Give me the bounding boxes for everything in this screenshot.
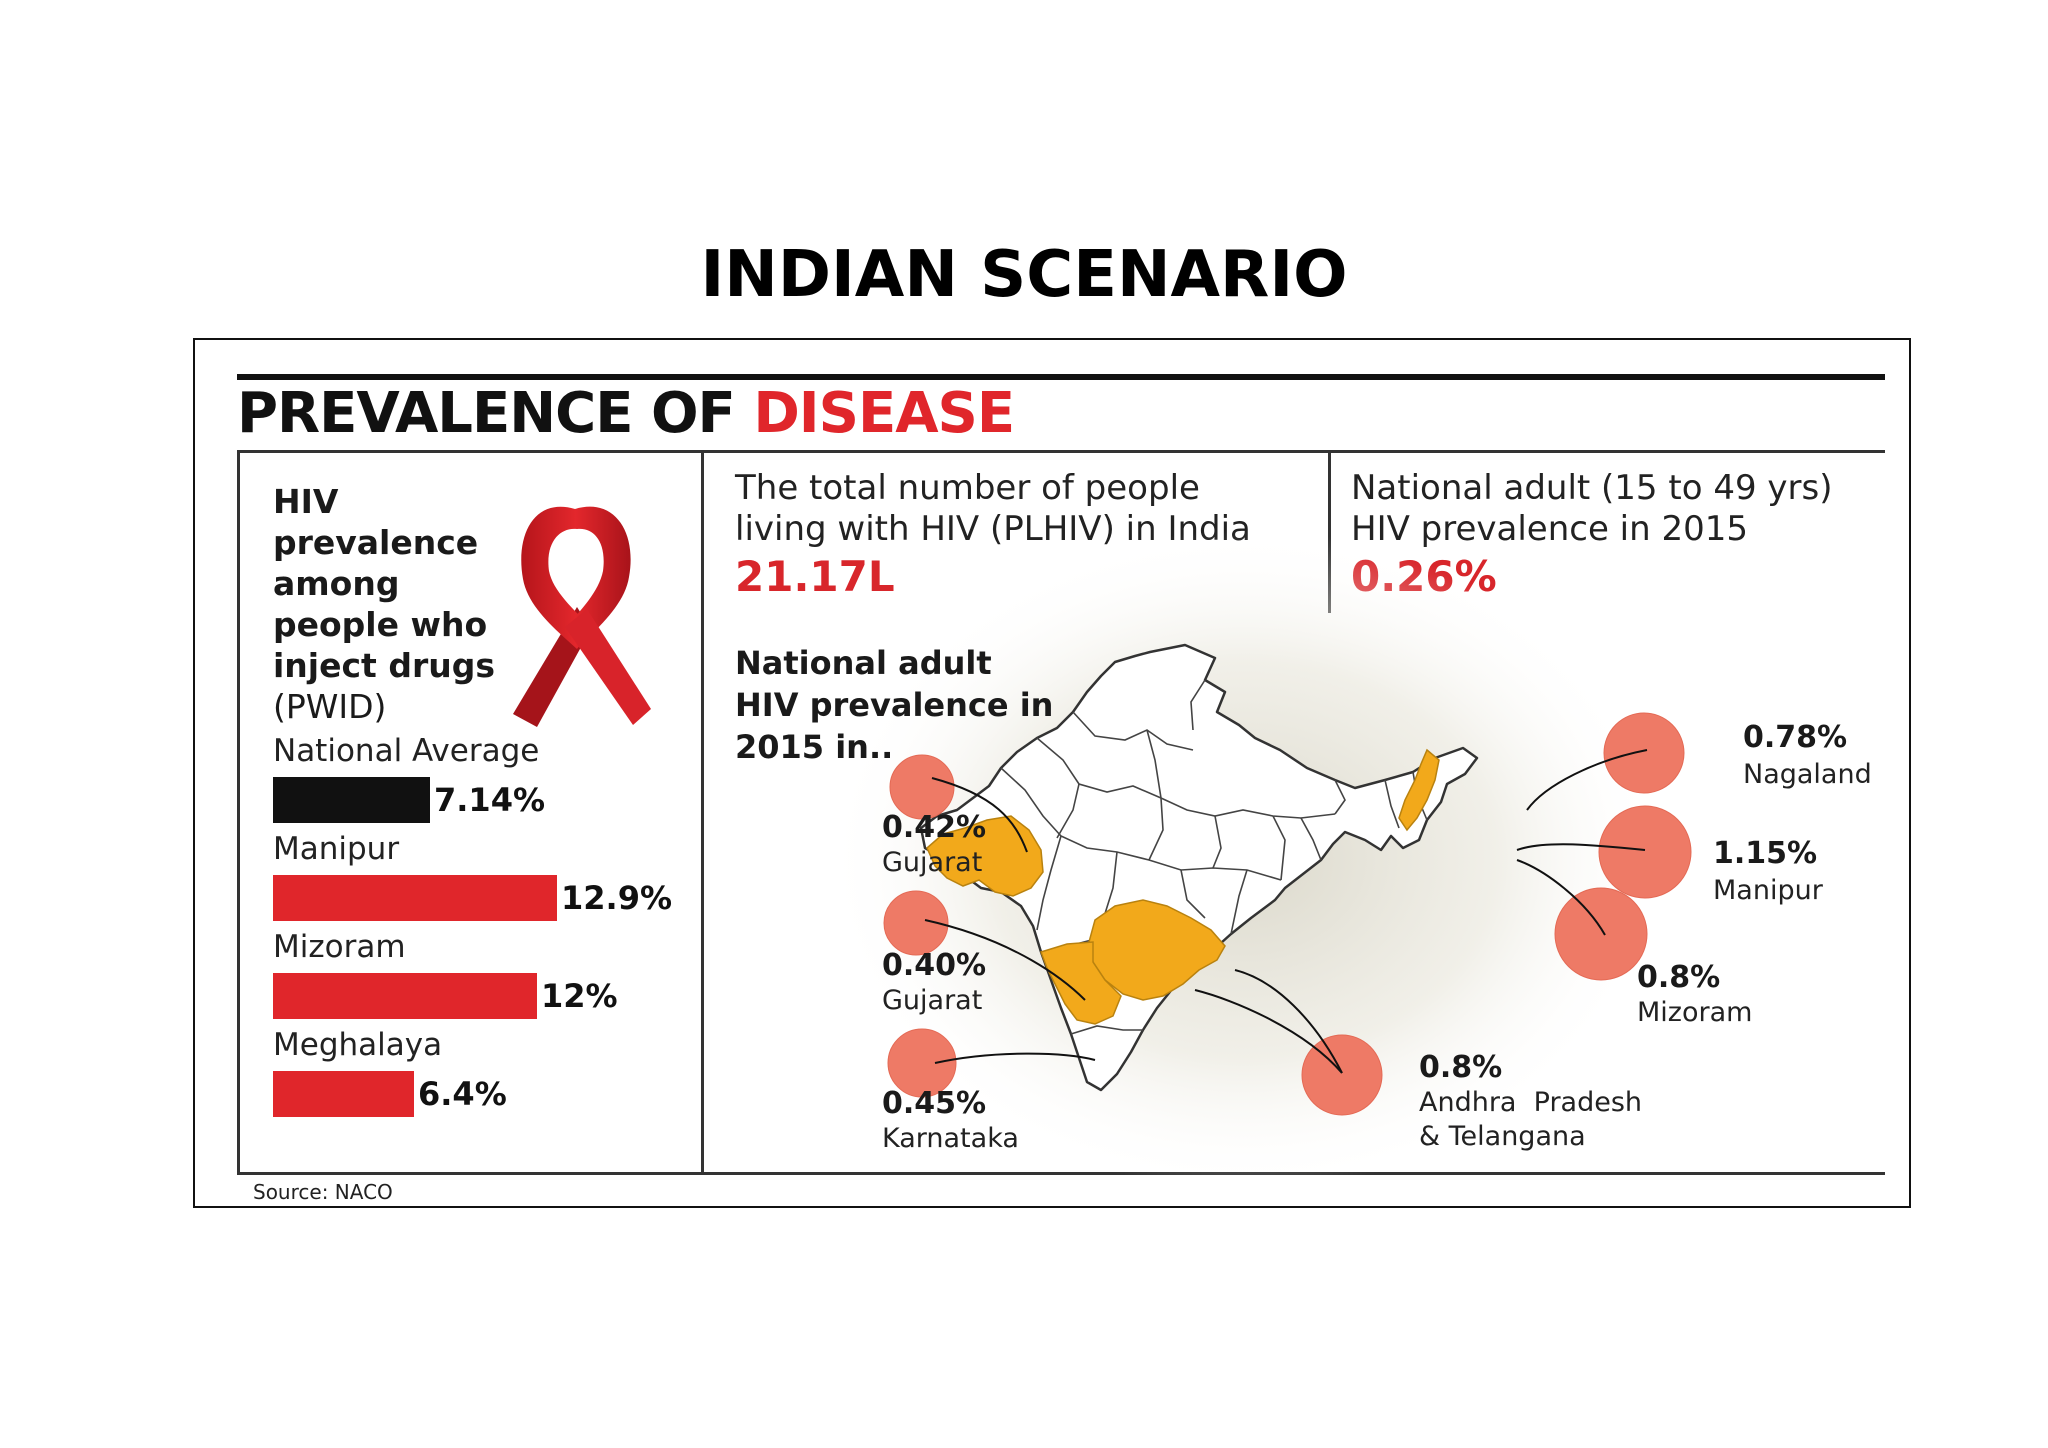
callout-name-line: & Telangana [1419, 1121, 1586, 1152]
infographic-frame: PREVALENCE OF DISEASE HIV prevalence amo… [193, 338, 1911, 1208]
headline-red: DISEASE [753, 381, 1015, 446]
callout-name-line: Andhra Pradesh [1419, 1087, 1643, 1118]
map-heading-line: 2015 in.. [735, 728, 894, 766]
bubble-nagaland [1603, 712, 1685, 794]
callout-value: 0.40% [882, 948, 987, 983]
bubble-gujarat-2 [883, 890, 949, 956]
karnataka-highlight [1040, 941, 1122, 1025]
middle-divider [701, 453, 704, 1172]
bar-label: Manipur [273, 831, 400, 867]
callout-value: 0.8% [1637, 960, 1721, 995]
callout-value: 0.8% [1419, 1050, 1503, 1085]
bottom-rule [237, 1172, 1885, 1175]
infographic-headline: PREVALENCE OF DISEASE [237, 386, 1015, 442]
pwid-title-line: people who [273, 605, 488, 644]
map-heading-line: National adult [735, 644, 992, 682]
map-heading-line: HIV prevalence in [735, 686, 1054, 724]
pwid-title: HIV prevalence among people who inject d… [273, 481, 495, 727]
callout-name: Mizoram [1637, 997, 1753, 1028]
slide-title: INDIAN SCENARIO [700, 238, 1348, 312]
bar-value: 7.14% [434, 781, 546, 819]
gujarat-highlight [926, 815, 1044, 897]
callout-name: Nagaland [1743, 759, 1872, 790]
callout-name: Gujarat [882, 985, 983, 1016]
bar-label: Mizoram [273, 929, 406, 965]
bar-manipur [273, 875, 557, 921]
pwid-title-line: among [273, 564, 400, 603]
left-divider [237, 453, 240, 1172]
bubble-andhra-telangana [1301, 1034, 1383, 1116]
national-adult-text: National adult (15 to 49 yrs) HIV preval… [1351, 468, 1832, 550]
pwid-subtitle: (PWID) [273, 687, 387, 726]
callout-name: Gujarat [882, 847, 983, 878]
callout-value: 0.78% [1743, 720, 1848, 755]
northeast-highlight [1398, 748, 1440, 832]
headline-black: PREVALENCE OF [237, 381, 736, 446]
pwid-title-line: inject drugs [273, 646, 495, 685]
callout-name: Karnataka [882, 1123, 1019, 1154]
national-adult-text-line: National adult (15 to 49 yrs) [1351, 468, 1833, 508]
bar-value: 12.9% [561, 879, 673, 917]
bubble-karnataka [887, 1028, 957, 1098]
callout-value: 1.15% [1713, 836, 1818, 871]
callout-value: 0.42% [882, 810, 987, 845]
pwid-title-line: prevalence [273, 523, 479, 562]
bubble-manipur [1598, 805, 1692, 899]
right-divider [1328, 453, 1331, 613]
callout-leader-lines [924, 749, 1648, 1074]
bar-value: 6.4% [418, 1075, 507, 1113]
national-adult-text-line: HIV prevalence in 2015 [1351, 509, 1749, 549]
callout-name: Manipur [1713, 875, 1823, 906]
sub-rule [237, 450, 1885, 453]
map-heading: National adult HIV prevalence in 2015 in… [735, 642, 1053, 768]
india-map-graphic [825, 530, 1692, 1190]
bar-value: 12% [541, 977, 618, 1015]
pwid-title-line: HIV [273, 482, 339, 521]
bubble-gujarat-1 [889, 754, 955, 820]
bar-meghalaya [273, 1071, 414, 1117]
callout-value: 0.45% [882, 1086, 987, 1121]
plhiv-value: 21.17L [735, 552, 895, 601]
bar-label: Meghalaya [273, 1027, 443, 1063]
state-borders [1000, 679, 1428, 1035]
plhiv-text-line: The total number of people [735, 468, 1200, 508]
bar-label: National Average [273, 733, 540, 769]
bubble-mizoram [1554, 887, 1648, 981]
prevalence-bubbles [883, 712, 1692, 1116]
callout-name: Andhra Pradesh & Telangana [1419, 1086, 1642, 1154]
bar-national-average [273, 777, 430, 823]
pwid-panel: HIV prevalence among people who inject d… [237, 453, 695, 1172]
source-note: Source: NACO [253, 1180, 393, 1204]
bar-mizoram [273, 973, 537, 1019]
red-ribbon-icon [513, 506, 651, 727]
top-rule [237, 374, 1885, 380]
